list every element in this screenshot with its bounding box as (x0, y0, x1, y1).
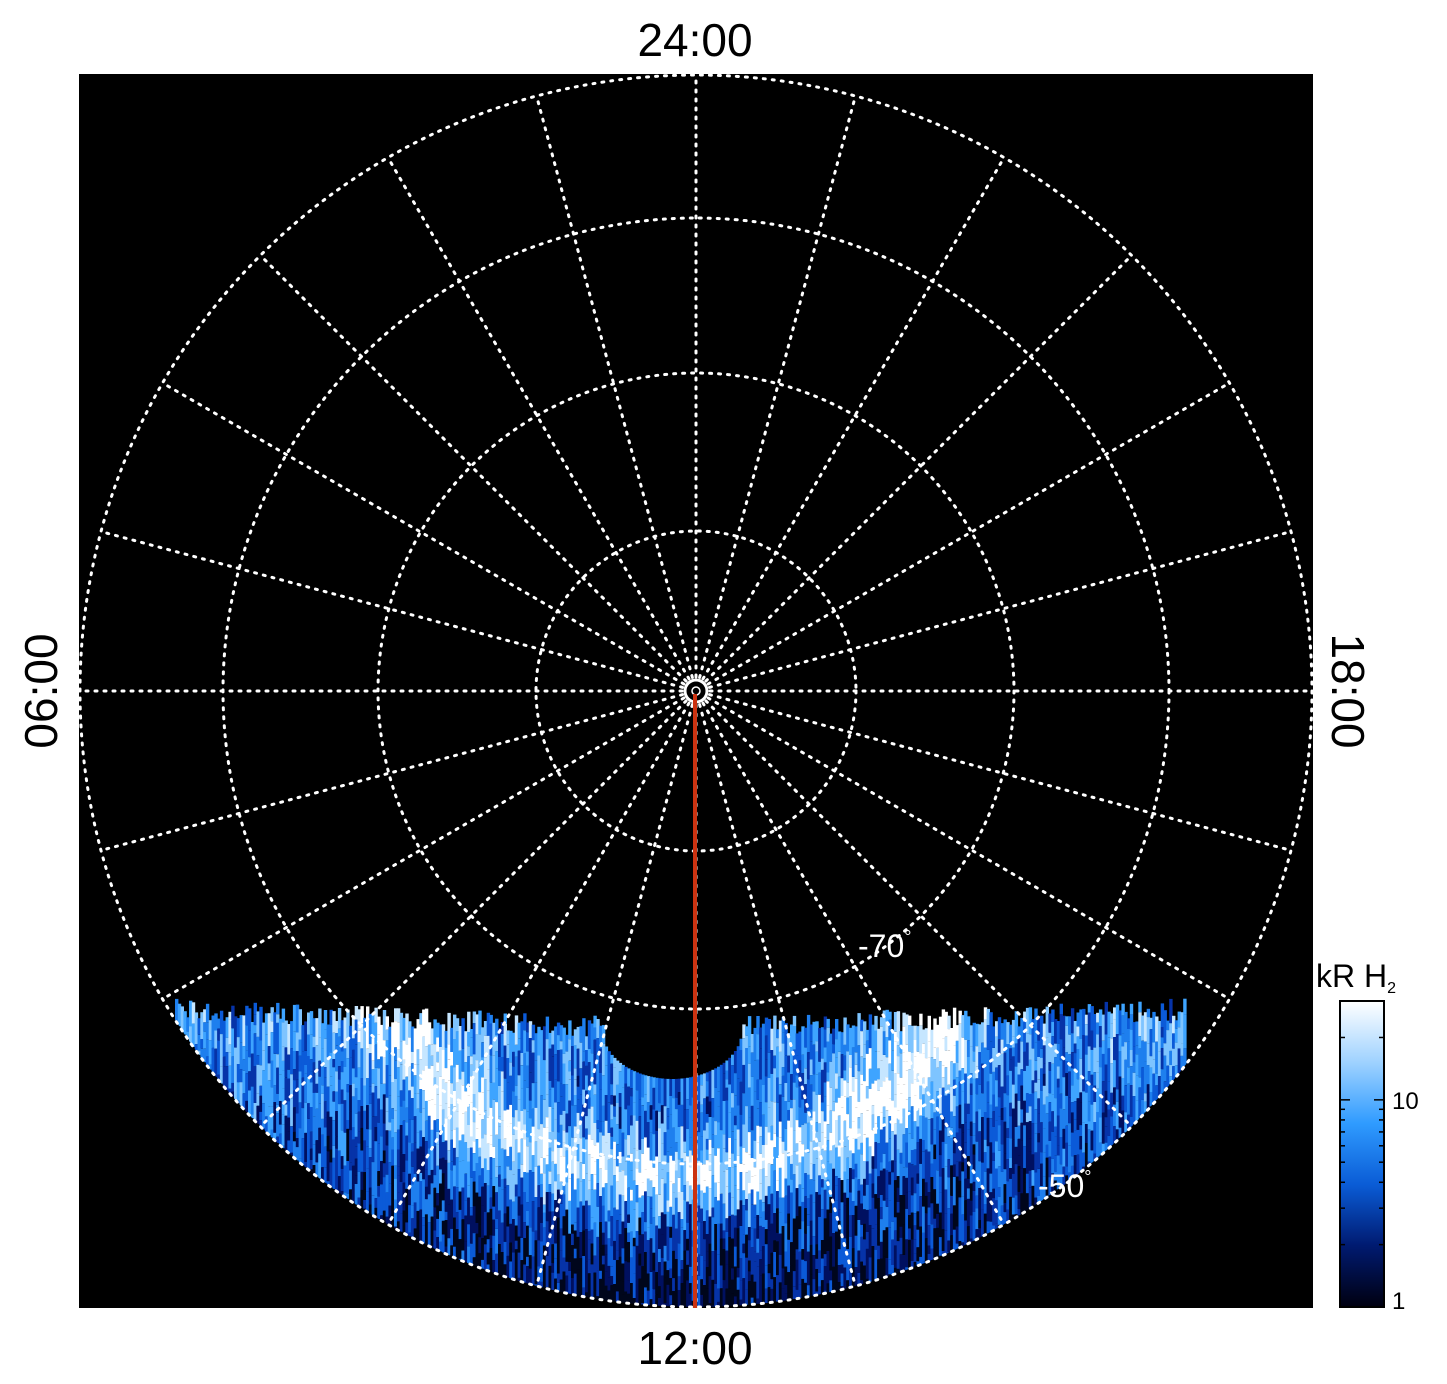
meridian-line (698, 703, 857, 1288)
local-time-label-top: 24:00 (637, 14, 752, 66)
colorbar-label: kR H2 (1316, 958, 1396, 997)
meridian-line (701, 156, 1006, 681)
latitude-circle (376, 371, 1016, 1011)
meridian-line (535, 94, 694, 679)
auroral-emission-map (175, 998, 1187, 1307)
latitude-circle (79, 74, 1313, 1308)
colorbar-tick-label: 1 (1392, 1288, 1405, 1315)
meridian-line (161, 696, 686, 1001)
meridian-line (704, 253, 1134, 683)
meridian-line (258, 253, 688, 683)
local-time-label-left: 06:00 (15, 633, 67, 748)
meridian-line (99, 693, 684, 852)
meridian-line (704, 699, 1134, 1129)
colorbar-bar (1339, 1000, 1385, 1308)
meridian-line (161, 381, 686, 686)
emission-cells (175, 998, 1187, 1307)
latitude-label-70: -70° (858, 927, 911, 964)
meridian-line (386, 701, 691, 1226)
meridian-line (535, 703, 694, 1288)
meridian-line (386, 156, 691, 681)
meridian-line (706, 696, 1231, 1001)
lat-lon-grid (79, 74, 1313, 1308)
colorbar-tick-label: 10 (1392, 1088, 1419, 1115)
local-time-label-right: 18:00 (1322, 633, 1374, 748)
meridian-line (706, 381, 1231, 686)
meridian-line (701, 701, 1006, 1226)
local-time-label-bottom: 12:00 (637, 1322, 752, 1374)
meridian-line (708, 693, 1293, 852)
meridian-line (99, 530, 684, 689)
meridian-line (708, 530, 1293, 689)
meridian-line (698, 94, 857, 679)
colorbar-ticks: 1 10 (1340, 1000, 1419, 1315)
meridian-line (258, 699, 688, 1129)
latitude-label-50: -50° (1038, 1167, 1091, 1204)
colorbar: kR H2 1 10 (1316, 958, 1419, 1315)
